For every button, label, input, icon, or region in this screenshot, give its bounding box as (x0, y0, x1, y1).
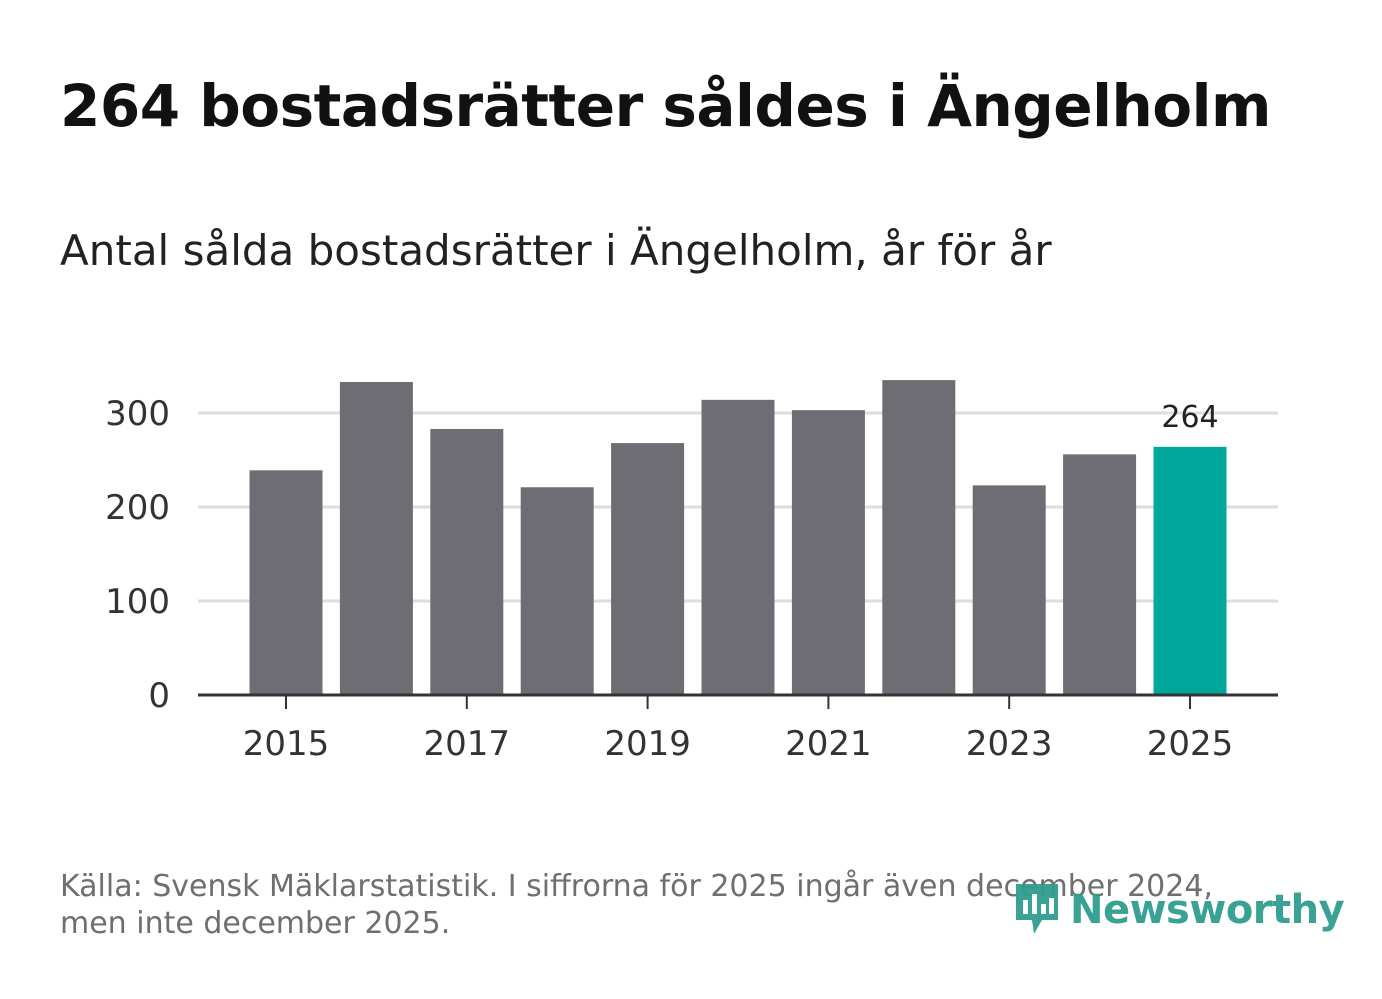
bar-2024 (1063, 454, 1137, 695)
bar-2020 (701, 399, 775, 695)
x-tick-label-2019: 2019 (604, 724, 691, 764)
chart-subtitle: Antal sålda bostadsrätter i Ängelholm, å… (60, 226, 1052, 275)
bar-2022 (882, 380, 956, 695)
logo-text: Newsworthy (1070, 887, 1345, 933)
bar-value-label-2025: 264 (1161, 400, 1218, 435)
x-tick-label-2017: 2017 (424, 724, 511, 764)
x-tick-label-2025: 2025 (1147, 724, 1234, 764)
y-tick-label-200: 200 (105, 488, 170, 528)
newsworthy-logo-icon (1016, 884, 1058, 934)
bar-2018 (520, 487, 594, 695)
bar-2025 (1153, 446, 1227, 695)
bar-2016 (339, 381, 413, 695)
y-tick-label-300: 300 (105, 394, 170, 434)
y-tick-label-0: 0 (148, 676, 170, 716)
bar-2021 (791, 410, 865, 695)
bar-2015 (249, 470, 323, 695)
x-tick-label-2021: 2021 (785, 724, 872, 764)
x-tick-label-2015: 2015 (243, 724, 330, 764)
bar-2019 (611, 443, 685, 695)
y-tick-label-100: 100 (105, 582, 170, 622)
bar-2023 (972, 485, 1046, 695)
bar-2017 (430, 428, 504, 695)
x-tick-label-2023: 2023 (966, 724, 1053, 764)
chart-title: 264 bostadsrätter såldes i Ängelholm (60, 72, 1271, 140)
newsworthy-logo: Newsworthy (1012, 880, 1345, 940)
footnote-line-2: men inte december 2025. (60, 906, 451, 941)
